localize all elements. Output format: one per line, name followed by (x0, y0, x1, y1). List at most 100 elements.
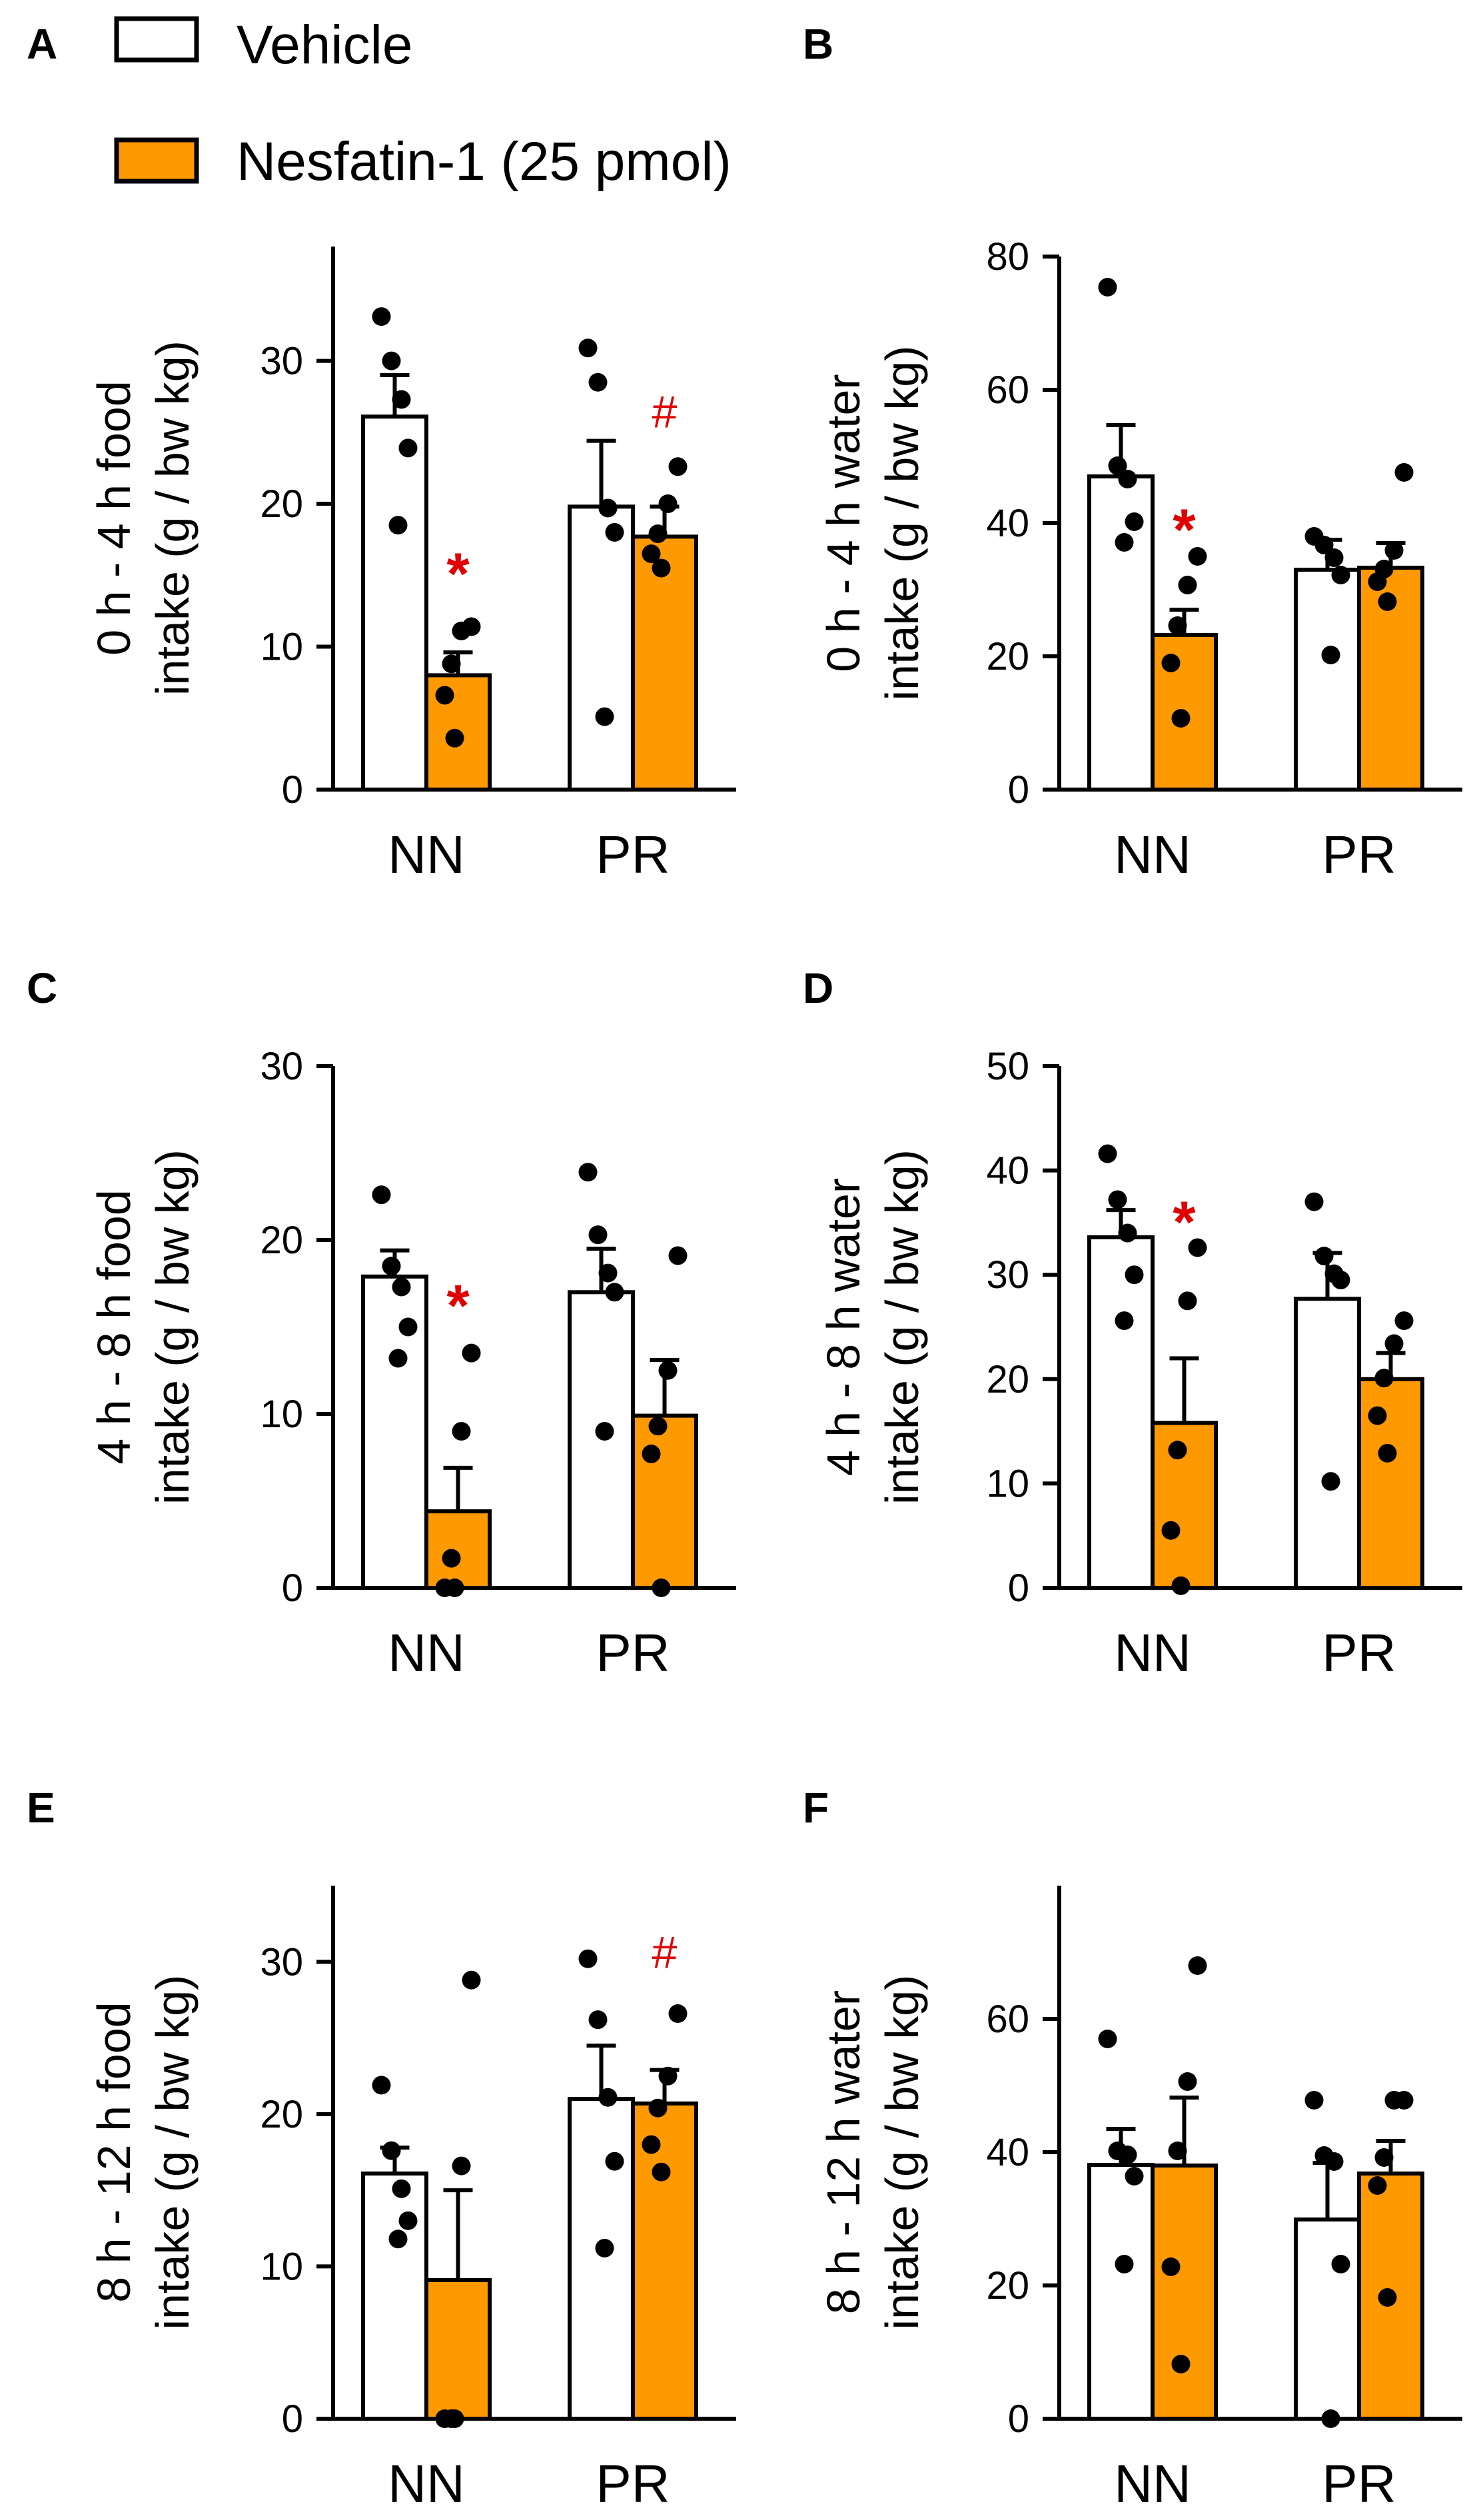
data-point (462, 1970, 481, 1990)
data-point (372, 1185, 391, 1205)
data-point (445, 2409, 464, 2428)
data-point (642, 1445, 661, 1464)
legend: Vehicle Nesfatin-1 (25 pmol) (114, 15, 732, 192)
y-tick-label: 60 (986, 1998, 1029, 2041)
x-category-label: NN (1114, 825, 1191, 884)
y-tick-label: 20 (986, 2264, 1029, 2307)
data-point (1188, 547, 1207, 566)
data-point (1188, 1956, 1207, 1975)
data-point (1378, 2288, 1397, 2307)
data-point (1098, 1144, 1117, 1163)
data-point (652, 558, 671, 578)
significance-marker: # (652, 387, 678, 438)
significance-marker: # (652, 1927, 678, 1978)
data-point (442, 1549, 461, 1568)
data-point (668, 1246, 688, 1265)
data-point (462, 1343, 481, 1363)
data-point (658, 1361, 678, 1380)
y-tick-label: 10 (986, 1462, 1029, 1505)
y-tick-label: 30 (260, 1045, 303, 1088)
data-point (1321, 2409, 1340, 2428)
legend-label-vehicle: Vehicle (237, 15, 412, 75)
y-tick-label: 20 (260, 482, 303, 526)
data-point (1168, 2142, 1187, 2160)
data-point (1098, 2030, 1117, 2048)
x-category-label: NN (388, 1623, 465, 1682)
y-tick-label: 0 (1008, 1567, 1029, 1610)
data-point (398, 438, 418, 458)
data-point (1384, 541, 1404, 560)
data-point (392, 2179, 411, 2198)
data-point (598, 498, 618, 518)
data-point (658, 494, 678, 514)
x-category-label: PR (596, 825, 670, 884)
y-axis-label: intake (g / bw kg) (147, 1975, 199, 2330)
legend-swatch-vehicle (114, 16, 199, 63)
data-point (578, 1163, 598, 1182)
bar-pr-vehicle (568, 504, 635, 792)
bar-nn-vehicle (361, 2172, 428, 2421)
x-category-label: PR (596, 1623, 670, 1682)
data-point (1171, 2355, 1191, 2373)
bar-pr-nesfatin (631, 534, 698, 792)
data-point (1118, 2146, 1137, 2164)
x-category-label: NN (1114, 2454, 1191, 2513)
panel-letter: D (803, 964, 833, 1012)
data-point (652, 2162, 671, 2182)
bar-pr-nesfatin (631, 2101, 698, 2421)
significance-marker: * (1173, 1189, 1196, 1255)
y-axis-label: intake (g / bw kg) (147, 1149, 199, 1505)
data-point (1125, 1265, 1144, 1285)
y-tick-label: 80 (986, 235, 1029, 279)
data-point (1384, 2091, 1404, 2110)
data-point (445, 1578, 464, 1597)
data-point (1331, 1271, 1350, 1290)
data-point (1115, 1311, 1134, 1331)
data-point (1321, 646, 1340, 664)
data-point (1178, 1291, 1197, 1311)
data-point (1168, 1441, 1187, 1460)
data-point (445, 728, 464, 748)
data-point (578, 1949, 598, 1968)
data-point (1161, 654, 1181, 672)
data-point (648, 524, 668, 544)
x-category-label: NN (1114, 1623, 1191, 1682)
data-point (598, 1263, 618, 1283)
data-point (1314, 1247, 1334, 1266)
y-tick-label: 0 (282, 768, 303, 812)
data-point (648, 2098, 668, 2118)
data-point (1324, 2152, 1344, 2171)
data-point (392, 390, 411, 409)
y-axis-label: intake (g / bw kg) (876, 346, 928, 701)
data-point (1368, 2176, 1387, 2195)
y-axis-label: intake (g / bw kg) (876, 1975, 928, 2330)
x-category-label: NN (388, 2454, 465, 2513)
data-point (1331, 566, 1350, 584)
data-point (642, 544, 661, 564)
data-point (1098, 278, 1117, 297)
bar-pr-vehicle (1294, 2217, 1361, 2421)
legend-swatch-nesfatin (114, 137, 199, 184)
data-point (1168, 616, 1187, 635)
data-point (452, 1422, 471, 1441)
data-point (578, 338, 598, 358)
bar-pr-vehicle (568, 2097, 635, 2421)
data-point (1125, 512, 1144, 531)
bar-nn-nesfatin (424, 2278, 492, 2421)
data-point (1394, 1311, 1414, 1331)
x-category-label: PR (1322, 2454, 1396, 2513)
data-point (388, 2229, 408, 2249)
y-tick-label: 10 (260, 626, 303, 669)
data-point (588, 1225, 608, 1245)
bar-pr-vehicle (1294, 1297, 1361, 1590)
panel-b: B 0 h - 4 h water intake (g / bw kg) 0 20 40 6… (803, 20, 1462, 884)
data-point (595, 707, 614, 726)
data-point (652, 1578, 671, 1597)
data-point (398, 2211, 418, 2230)
data-point (658, 2066, 678, 2086)
bar-nn-nesfatin (424, 1509, 492, 1590)
data-point (605, 522, 624, 542)
data-point (1304, 2091, 1324, 2110)
data-point (595, 1422, 614, 1441)
